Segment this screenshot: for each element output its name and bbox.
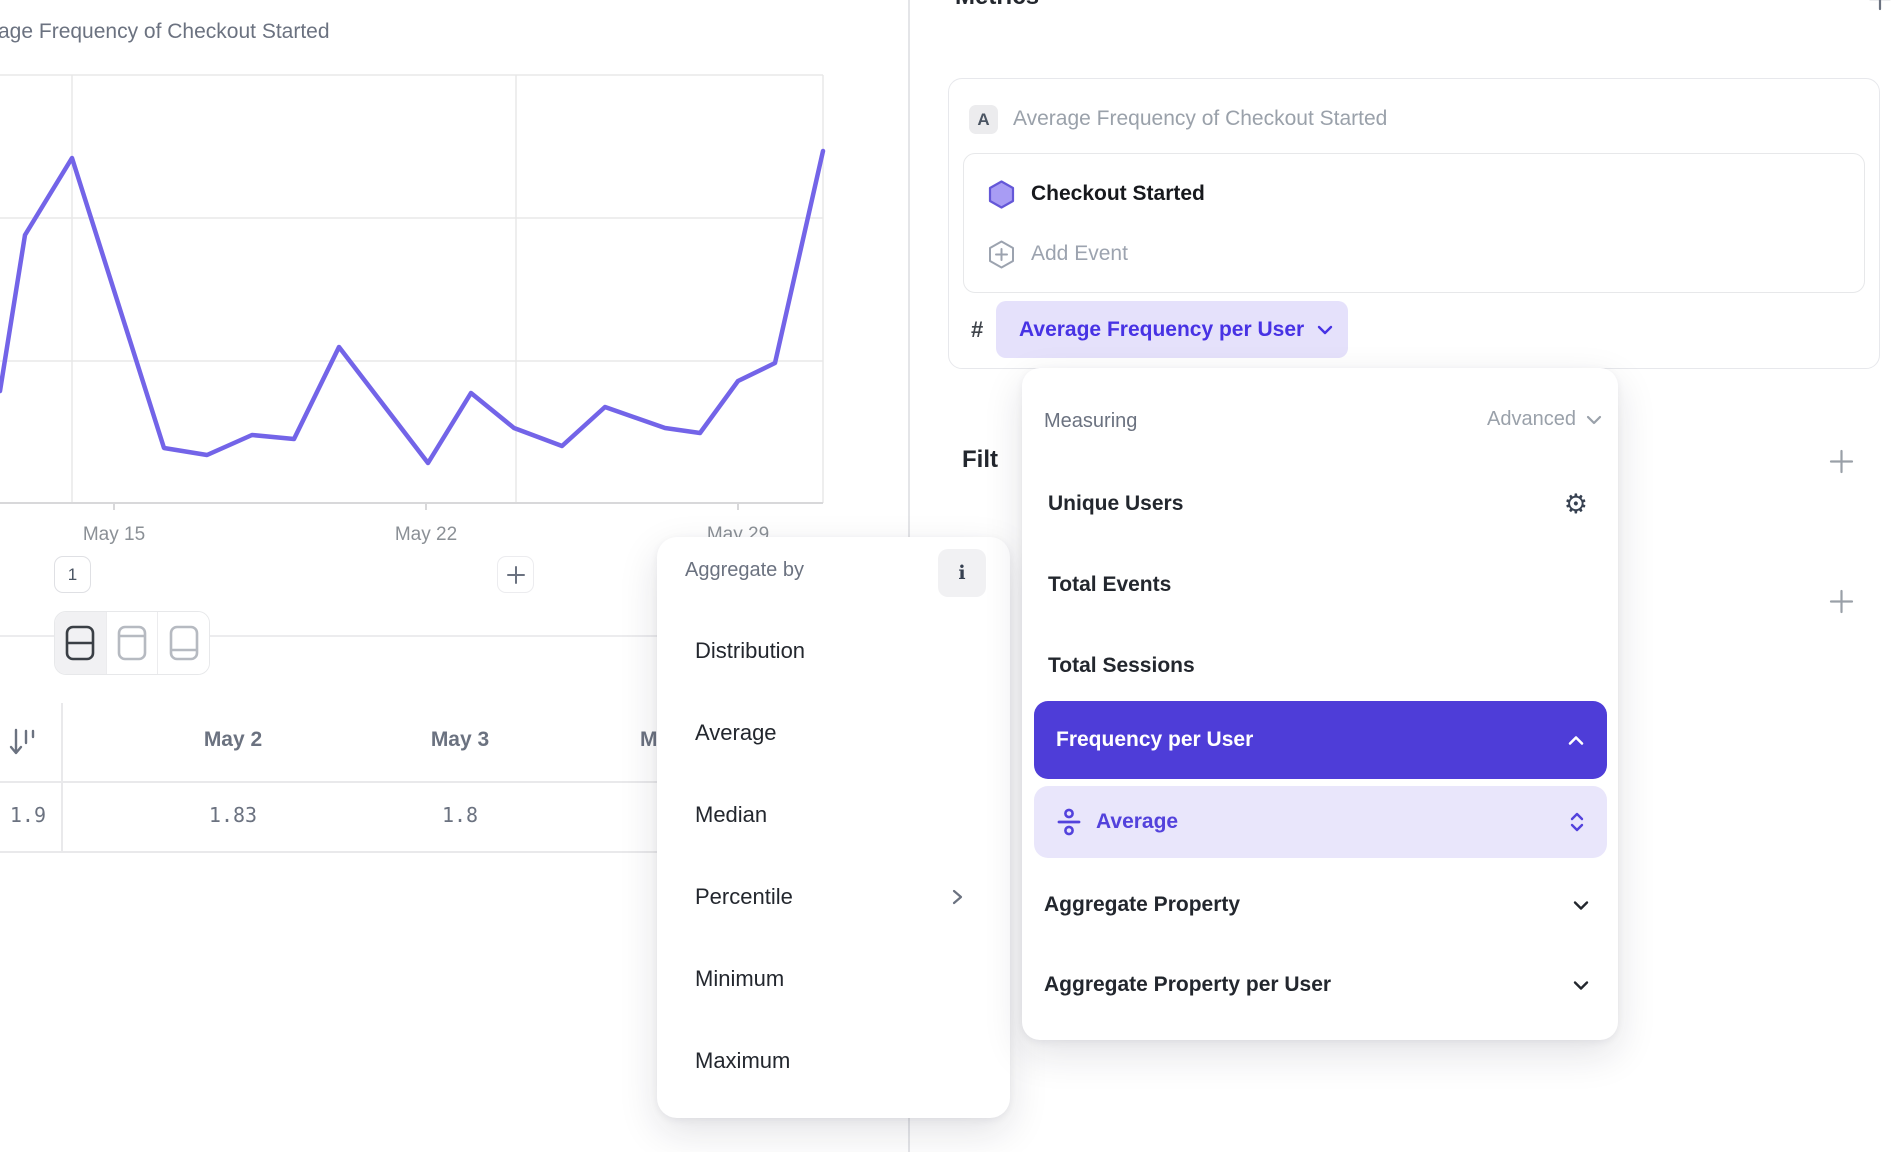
table-header-border <box>0 781 908 783</box>
menu-item-total-events[interactable]: Total Events <box>1048 573 1172 596</box>
menu-item-median[interactable]: Median <box>695 802 768 827</box>
add-event-hexagon-plus-icon <box>989 240 1014 268</box>
table-header-may-2[interactable]: May 2 <box>203 728 263 751</box>
add-metric-button[interactable] <box>497 556 534 593</box>
metric-name-input[interactable]: Average Frequency of Checkout Started <box>1013 107 1388 130</box>
metrics-panel-title: Metrics <box>955 0 1039 11</box>
top-panel-icon <box>117 625 147 661</box>
section-divider <box>0 635 908 637</box>
numeric-measure-icon: # <box>971 317 984 342</box>
gear-icon[interactable]: ⚙ <box>1563 488 1588 520</box>
filter-section-title: Filt <box>962 446 998 473</box>
bottom-panel-icon <box>169 625 198 661</box>
info-button[interactable]: i <box>938 549 986 597</box>
event-card: Checkout Started Add Event <box>963 153 1865 293</box>
measuring-header: Measuring <box>1044 410 1138 432</box>
measurement-dropdown-button[interactable]: Average Frequency per User <box>996 301 1348 358</box>
x-tick-label: May 15 <box>83 524 145 545</box>
table-cell-may-2: 1.83 <box>208 803 258 827</box>
table-header-may-3[interactable]: May 3 <box>430 728 490 751</box>
metric-letter-badge: A <box>969 105 998 134</box>
measurement-label: Average Frequency per User <box>1019 317 1305 341</box>
divide-icon <box>1057 808 1081 836</box>
event-name: Checkout Started <box>1031 182 1205 205</box>
menu-item-minimum[interactable]: Minimum <box>695 966 785 991</box>
chevron-down-icon <box>1573 980 1589 990</box>
menu-item-distribution[interactable]: Distribution <box>695 638 806 663</box>
add-event-row[interactable]: Add Event <box>988 239 1848 269</box>
table-column-divider <box>61 703 63 852</box>
menu-item-unique-users[interactable]: Unique Users ⚙ <box>1048 488 1588 520</box>
menu-item-total-sessions[interactable]: Total Sessions <box>1048 654 1195 677</box>
series-count-badge[interactable]: 1 <box>54 556 91 593</box>
measuring-menu: Measuring Advanced Unique Users ⚙ Total … <box>1022 368 1618 1040</box>
info-icon: i <box>958 562 966 584</box>
table-cell-may-1: 1.9 <box>9 803 46 827</box>
chevron-down-icon <box>1586 415 1602 424</box>
series-count-label: 1 <box>67 564 78 584</box>
chevron-down-icon <box>1317 325 1333 334</box>
chart-title: age Frequency of Checkout Started <box>0 20 330 43</box>
layout-bottom-panel-button[interactable] <box>157 612 209 674</box>
table-cell-may-3: 1.8 <box>441 803 479 827</box>
x-tick-label: May 22 <box>395 524 457 545</box>
add-breakdown-icon[interactable] <box>1828 588 1855 615</box>
add-filter-icon[interactable] <box>1828 448 1855 475</box>
layout-toggle-group <box>54 611 210 675</box>
chevron-up-icon <box>1568 735 1584 745</box>
chevron-down-icon <box>1573 900 1589 910</box>
menu-item-aggregate-property[interactable]: Aggregate Property <box>1022 882 1618 928</box>
menu-item-average-sub-selected[interactable]: Average <box>1034 786 1607 858</box>
menu-item-aggregate-property-per-user[interactable]: Aggregate Property per User <box>1022 962 1618 1008</box>
series-line <box>0 148 826 466</box>
menu-item-percentile[interactable]: Percentile <box>657 875 1010 919</box>
table-row-border <box>0 851 908 853</box>
menu-item-maximum[interactable]: Maximum <box>695 1048 791 1073</box>
event-hexagon-icon <box>988 179 1015 209</box>
layout-top-panel-button[interactable] <box>105 612 158 674</box>
frequency-line-chart[interactable]: May 15 May 22 May 29 <box>0 0 908 560</box>
aggregate-by-header: Aggregate by <box>685 559 804 581</box>
event-row[interactable]: Checkout Started <box>988 179 1848 209</box>
menu-item-frequency-per-user-selected[interactable]: Frequency per User <box>1034 701 1607 779</box>
menu-item-average[interactable]: Average <box>695 720 777 745</box>
plus-icon <box>506 565 525 584</box>
aggregate-by-menu: Aggregate by i Distribution Average Medi… <box>657 537 1010 1118</box>
sort-icon[interactable] <box>8 726 38 760</box>
split-rows-icon <box>66 625 95 661</box>
layout-split-rows-button[interactable] <box>55 612 106 674</box>
add-event-label: Add Event <box>1031 242 1128 265</box>
chevron-right-icon <box>952 889 963 905</box>
metric-card: A Average Frequency of Checkout Started … <box>948 78 1880 369</box>
add-metric-top-icon[interactable] <box>1866 0 1894 13</box>
up-down-selector-icon <box>1570 812 1584 832</box>
advanced-toggle[interactable]: Advanced <box>1487 408 1602 431</box>
